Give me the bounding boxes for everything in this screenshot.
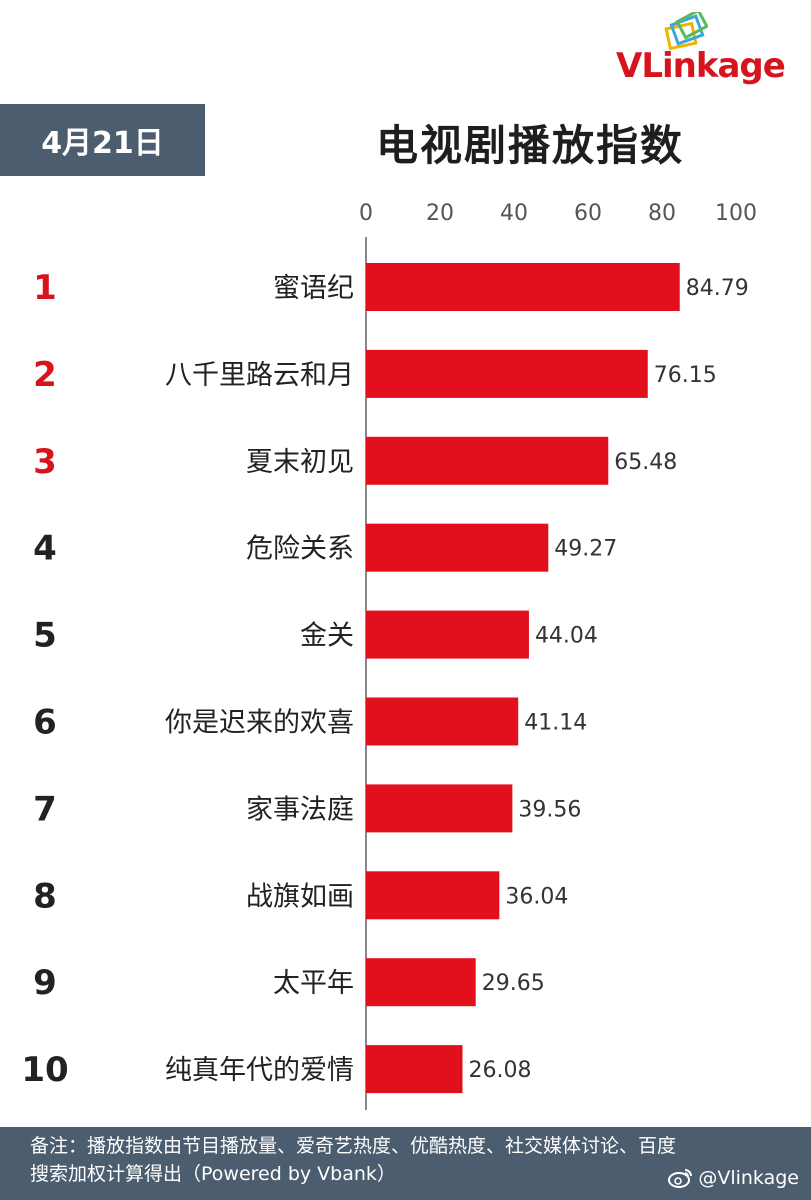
value-label: 26.08 — [468, 1058, 531, 1083]
rank-number: 6 — [33, 703, 57, 743]
rank-number: 10 — [21, 1050, 68, 1090]
category-label: 家事法庭 — [246, 794, 354, 825]
value-label: 44.04 — [535, 624, 598, 649]
logo-wordmark: VLinkage — [616, 46, 786, 86]
category-label: 夏末初见 — [246, 447, 354, 478]
rank-number: 3 — [33, 442, 57, 482]
rank-number: 2 — [33, 355, 57, 395]
footer-note: 备注：播放指数由节目播放量、爱奇艺热度、优酷热度、社交媒体讨论、百度搜索加权计算… — [30, 1135, 677, 1185]
bar — [366, 436, 609, 485]
bar — [366, 263, 680, 311]
value-label: 41.14 — [524, 711, 587, 736]
value-label: 49.27 — [554, 537, 617, 562]
x-tick-label: 80 — [648, 201, 676, 226]
bar — [366, 349, 648, 398]
rank-number: 1 — [33, 268, 57, 308]
weibo-credit: @Vlinkage — [668, 1164, 799, 1192]
rank-number: 7 — [33, 789, 57, 829]
x-tick-label: 20 — [426, 201, 454, 226]
chart-title: 电视剧播放指数 — [375, 121, 684, 170]
value-label: 39.56 — [518, 797, 581, 822]
rank-number: 8 — [33, 876, 57, 916]
category-label: 八千里路云和月 — [165, 360, 354, 391]
category-label: 你是迟来的欢喜 — [165, 708, 354, 739]
value-label: 76.15 — [654, 363, 717, 388]
rank-number: 4 — [33, 529, 57, 569]
rank-number: 9 — [33, 963, 57, 1003]
weibo-icon — [668, 1169, 693, 1188]
bar — [366, 871, 500, 920]
x-tick-label: 0 — [359, 201, 373, 226]
x-tick-label: 40 — [500, 201, 528, 226]
category-label: 金关 — [300, 621, 354, 652]
bar — [366, 784, 513, 833]
value-label: 36.04 — [505, 884, 568, 909]
category-label: 战旗如画 — [246, 881, 354, 912]
vlinkage-logo: VLinkage — [616, 10, 806, 86]
value-label: 84.79 — [686, 276, 749, 301]
footer-note-bar: 备注：播放指数由节目播放量、爱奇艺热度、优酷热度、社交媒体讨论、百度搜索加权计算… — [0, 1127, 811, 1200]
bar — [366, 523, 549, 572]
category-label: 蜜语纪 — [273, 273, 354, 304]
x-tick-label: 100 — [715, 201, 757, 226]
category-label: 纯真年代的爱情 — [165, 1055, 354, 1086]
category-label: 危险关系 — [246, 534, 354, 565]
rank-number: 5 — [33, 616, 57, 656]
value-label: 29.65 — [482, 971, 545, 996]
value-label: 65.48 — [614, 450, 677, 475]
date-badge: 4月21日 — [0, 104, 205, 176]
bar — [366, 1045, 463, 1094]
weibo-handle: @Vlinkage — [698, 1167, 799, 1189]
x-tick-label: 60 — [574, 201, 602, 226]
bar-chart: 0 20 40 60 80 100 1 蜜语纪 84.79 2 八千里路云和月 76.15 3 夏末初见 6… — [21, 201, 757, 1110]
category-label: 太平年 — [273, 968, 354, 999]
bar — [366, 958, 476, 1007]
bar — [366, 610, 529, 659]
bar — [366, 697, 519, 746]
logo-frames-icon — [664, 12, 708, 51]
